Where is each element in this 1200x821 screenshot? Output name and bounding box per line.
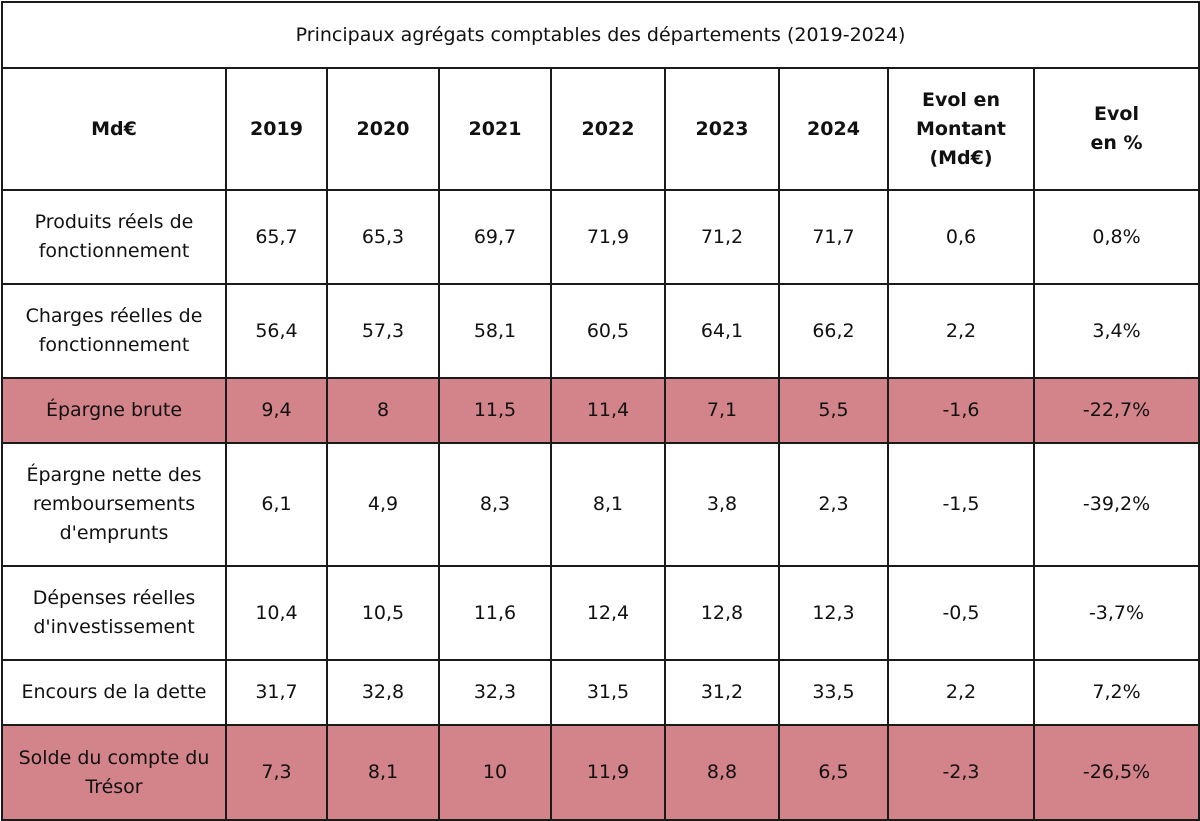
- table-cell: -1,6: [887, 377, 1035, 444]
- table-cell: -3,7%: [1032, 565, 1200, 661]
- header-2024: 2024: [778, 67, 889, 191]
- table-cell: 66,2: [778, 283, 889, 379]
- table-cell: 65,7: [225, 189, 328, 285]
- table-row: Solde du compte du Trésor 7,3 8,1 10 11,9 8,8…: [1, 724, 1200, 821]
- row-label: Dépenses réelles d'investissement: [1, 565, 227, 661]
- table-cell: -0,5: [887, 565, 1035, 661]
- header-evol-montant-line: Montant: [916, 117, 1006, 140]
- table-cell: 3,8: [664, 442, 780, 567]
- table-cell: 10,5: [326, 565, 440, 661]
- header-2019: 2019: [225, 67, 328, 191]
- header-unit: Md€: [1, 67, 227, 191]
- table-cell: 56,4: [225, 283, 328, 379]
- row-label: Charges réelles de fonctionnement: [1, 283, 227, 379]
- table-cell: -22,7%: [1032, 377, 1200, 444]
- table-cell: 2,2: [887, 283, 1035, 379]
- header-2022: 2022: [550, 67, 666, 191]
- table-cell: 9,4: [225, 377, 328, 444]
- table-cell: 32,8: [326, 659, 440, 726]
- table-cell: 71,9: [550, 189, 666, 285]
- table-cell: 2,3: [778, 442, 889, 567]
- table-cell: 32,3: [438, 659, 552, 726]
- table-cell: 8: [326, 377, 440, 444]
- table-cell: 0,8%: [1032, 189, 1200, 285]
- table-cell: 31,7: [225, 659, 328, 726]
- header-evol-pct-line: Evol: [1094, 103, 1139, 125]
- row-label: Épargne brute: [1, 377, 227, 444]
- table-cell: 71,7: [778, 189, 889, 285]
- table-cell: 58,1: [438, 283, 552, 379]
- table-row: Dépenses réelles d'investissement 10,4 10,…: [1, 565, 1200, 661]
- row-label: Solde du compte du Trésor: [1, 724, 227, 821]
- table-cell: 7,2%: [1032, 659, 1200, 726]
- header-2020: 2020: [326, 67, 440, 191]
- header-evol-montant-line: Evol en: [922, 88, 1000, 111]
- table-cell: 31,2: [664, 659, 780, 726]
- header-row: Md€ 2019 2020 2021 2022 2023 2024 Evol e…: [1, 67, 1200, 191]
- row-label: Produits réels de fonctionnement: [1, 189, 227, 285]
- table-cell: 12,8: [664, 565, 780, 661]
- table-cell: 6,5: [778, 724, 889, 821]
- header-evol-montant-line: (Md€): [929, 146, 993, 169]
- table-cell: 6,1: [225, 442, 328, 567]
- table-cell: 8,1: [326, 724, 440, 821]
- table-cell: 57,3: [326, 283, 440, 379]
- table-cell: 8,1: [550, 442, 666, 567]
- header-2023: 2023: [664, 67, 780, 191]
- table-cell: 7,3: [225, 724, 328, 821]
- table-cell: -2,3: [887, 724, 1035, 821]
- table-cell: 64,1: [664, 283, 780, 379]
- table-row: Produits réels de fonctionnement 65,7 65,3…: [1, 189, 1200, 285]
- header-evol-pct-line: en %: [1090, 132, 1143, 154]
- table-cell: 10: [438, 724, 552, 821]
- table-cell: 0,6: [887, 189, 1035, 285]
- table-cell: 31,5: [550, 659, 666, 726]
- table-cell: 8,3: [438, 442, 552, 567]
- table-cell: 8,8: [664, 724, 780, 821]
- table-row: Encours de la dette 31,7 32,8 32,3 31,5 31,2 3…: [1, 659, 1200, 726]
- table-cell: 71,2: [664, 189, 780, 285]
- table-cell: 11,6: [438, 565, 552, 661]
- table-cell: 2,2: [887, 659, 1035, 726]
- table-cell: -39,2%: [1032, 442, 1200, 567]
- table-cell: 5,5: [778, 377, 889, 444]
- table-cell: 12,4: [550, 565, 666, 661]
- table-row: Épargne brute 9,4 8 11,5 11,4 7,1 5,5 -1,6 -22,7…: [1, 377, 1200, 444]
- table-row: Épargne nette des remboursements d'empru…: [1, 442, 1200, 567]
- table-cell: 4,9: [326, 442, 440, 567]
- row-label: Épargne nette des remboursements d'empru…: [1, 442, 227, 567]
- table-cell: 33,5: [778, 659, 889, 726]
- table-cell: 12,3: [778, 565, 889, 661]
- header-evol-montant: Evol en Montant (Md€): [887, 67, 1035, 191]
- table-title: Principaux agrégats comptables des dépar…: [0, 1, 1200, 69]
- table-body: Produits réels de fonctionnement 65,7 65,3…: [1, 189, 1200, 821]
- table-cell: 11,4: [550, 377, 666, 444]
- table-cell: 10,4: [225, 565, 328, 661]
- header-2021: 2021: [438, 67, 552, 191]
- header-evol-pct: Evol en %: [1032, 67, 1200, 191]
- table-cell: 65,3: [326, 189, 440, 285]
- table-cell: 3,4%: [1032, 283, 1200, 379]
- table-cell: 7,1: [664, 377, 780, 444]
- table-cell: 69,7: [438, 189, 552, 285]
- table-cell: -1,5: [887, 442, 1035, 567]
- row-label: Encours de la dette: [1, 659, 227, 726]
- table-cell: -26,5%: [1032, 724, 1200, 821]
- table-row: Charges réelles de fonctionnement 56,4 57,…: [1, 283, 1200, 379]
- table-cell: 11,5: [438, 377, 552, 444]
- table-cell: 60,5: [550, 283, 666, 379]
- table-cell: 11,9: [550, 724, 666, 821]
